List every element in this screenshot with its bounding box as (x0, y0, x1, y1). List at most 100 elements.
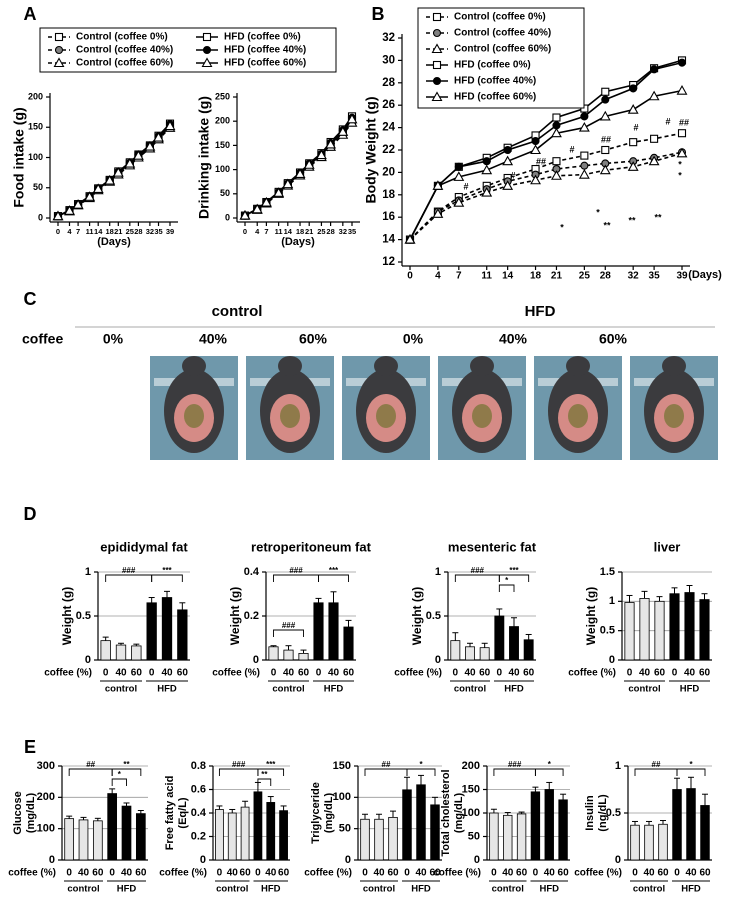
legend-label: Control (coffee 0%) (454, 12, 546, 23)
chart-title: mesenteric fat (448, 539, 537, 554)
y-tick-label: 0 (200, 854, 206, 866)
marker (530, 144, 541, 155)
x-tick-label: 14 (284, 227, 293, 236)
significance-mark: ** (261, 770, 268, 779)
coffee-label: coffee (%) (159, 868, 207, 879)
x-axis-label: (Days) (97, 236, 131, 248)
x-tick-label: 0 (672, 668, 678, 679)
y-tick-label: 0 (435, 654, 441, 666)
x-tick-label: 0 (56, 227, 60, 236)
y-tick-label: 24 (382, 122, 395, 134)
y-tick-label: 1.5 (600, 566, 615, 578)
y-tick-label: 100 (333, 791, 351, 803)
x-tick-label: 0 (453, 668, 459, 679)
bar (268, 646, 279, 661)
y-axis-label: Free fatty acid (164, 776, 176, 851)
y-tick-label: 150 (333, 760, 351, 772)
mouse-organ (664, 404, 684, 428)
x-tick-label: 7 (264, 227, 268, 236)
marker (481, 186, 493, 197)
marker (601, 95, 610, 104)
x-tick-label: 18 (530, 271, 542, 282)
y-tick-label: 150 (28, 122, 43, 132)
significance-bracket (498, 574, 530, 582)
marker (601, 87, 610, 96)
panel-letter: D (24, 504, 37, 524)
x-tick-label: 0 (627, 668, 633, 679)
column-label: 40% (499, 331, 528, 347)
marker (201, 57, 213, 68)
x-tick-label: 21 (114, 227, 122, 236)
significance-bracket (68, 768, 113, 776)
marker (303, 159, 315, 169)
bar (465, 646, 475, 661)
y-tick-label: 0 (345, 854, 351, 866)
significance-bracket (218, 768, 259, 776)
bar (402, 789, 412, 861)
significance-mark: * (678, 170, 682, 180)
marker (282, 178, 294, 189)
bar (64, 818, 75, 861)
significance-mark: ## (86, 760, 95, 769)
legend-label: HFD (coffee 0%) (224, 32, 301, 43)
legend-label: Control (coffee 60%) (454, 44, 551, 55)
marker (502, 180, 514, 190)
y-tick-label: 0.2 (244, 610, 259, 622)
significance-mark: *** (162, 566, 172, 575)
marker (531, 136, 540, 146)
marker (580, 161, 589, 170)
group-label: HFD (261, 884, 281, 895)
y-tick-label: 0.5 (76, 610, 91, 622)
coffee-label: coffee (%) (433, 868, 481, 879)
panel-letter: B (372, 4, 385, 24)
significance-mark: ## (652, 760, 661, 769)
y-tick-label: 200 (28, 91, 43, 101)
y-tick-label: 100 (462, 807, 480, 819)
x-tick-label: 0 (103, 668, 109, 679)
y-tick-label: 0.5 (606, 807, 621, 819)
group-label: HFD (680, 684, 700, 695)
group-label: HFD (525, 303, 556, 320)
x-tick-label: 4 (67, 227, 72, 236)
marker (676, 147, 688, 158)
bar (266, 802, 276, 861)
panel-letter: C (24, 289, 37, 309)
x-tick-label: 0 (674, 868, 680, 879)
bar (100, 640, 111, 661)
significance-bracket (257, 778, 272, 786)
significance-mark: ## (601, 134, 611, 144)
chart-title: retroperitoneum fat (251, 539, 372, 554)
x-tick-label: 18 (296, 227, 304, 236)
group-label: HFD (681, 884, 701, 895)
x-tick-label: 35 (154, 227, 162, 236)
y-tick-label: 0.6 (191, 783, 206, 795)
legend-label: HFD (coffee 0%) (454, 60, 531, 71)
bar (115, 644, 127, 661)
marker (580, 151, 589, 160)
marker (648, 90, 660, 101)
y-tick-label: 50 (339, 823, 351, 835)
group-label: control (272, 684, 304, 695)
group-label: control (212, 303, 263, 320)
marker (53, 57, 65, 68)
x-tick-label: 40 (508, 668, 520, 679)
marker (552, 113, 561, 122)
bar (672, 789, 682, 861)
x-tick-label: 40 (415, 868, 427, 879)
x-tick-label: 25 (317, 227, 325, 236)
bar (177, 609, 188, 661)
marker (601, 145, 610, 155)
y-tick-label: 50 (468, 830, 480, 842)
bar (360, 818, 370, 861)
x-tick-label: 4 (255, 227, 260, 236)
column-label: 0% (403, 331, 424, 347)
x-tick-label: 0 (497, 668, 503, 679)
bar (313, 602, 324, 661)
bar (700, 805, 710, 861)
x-tick-label: 60 (558, 868, 570, 879)
significance-mark: ## (536, 156, 546, 166)
bar (658, 823, 668, 861)
significance-mark: ** (628, 215, 636, 225)
marker (629, 84, 638, 93)
x-tick-label: 40 (464, 668, 476, 679)
